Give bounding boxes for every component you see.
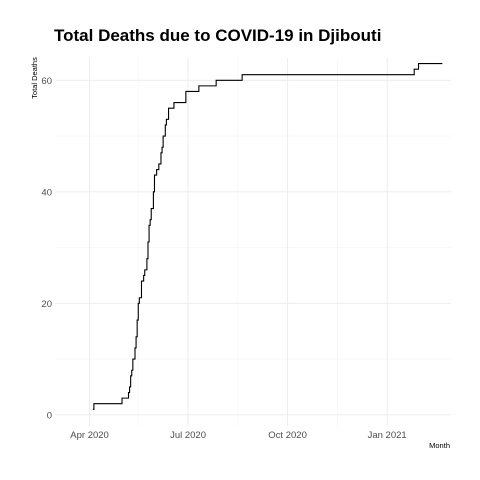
x-tick-label: Jan 2021 (368, 430, 407, 441)
x-tick-label: Apr 2020 (70, 430, 109, 441)
y-tick-label: 60 (41, 76, 52, 87)
y-axis-title: Total Deaths (30, 57, 39, 99)
tick-labels: 0 20 40 60 Apr 2020 Jul 2020 Oct 2020 Jan 2021 (41, 76, 406, 441)
x-axis-title: Month (429, 441, 450, 450)
series-layer (92, 63, 443, 410)
y-tick-label: 0 (47, 410, 52, 421)
x-tick-label: Jul 2020 (170, 430, 206, 441)
total-deaths-line (92, 63, 443, 410)
y-tick-label: 40 (41, 187, 52, 198)
chart-title: Total Deaths due to COVID-19 in Djibouti (54, 26, 382, 45)
grid-lines (56, 58, 451, 426)
x-tick-label: Oct 2020 (268, 430, 307, 441)
y-tick-label: 20 (41, 299, 52, 310)
